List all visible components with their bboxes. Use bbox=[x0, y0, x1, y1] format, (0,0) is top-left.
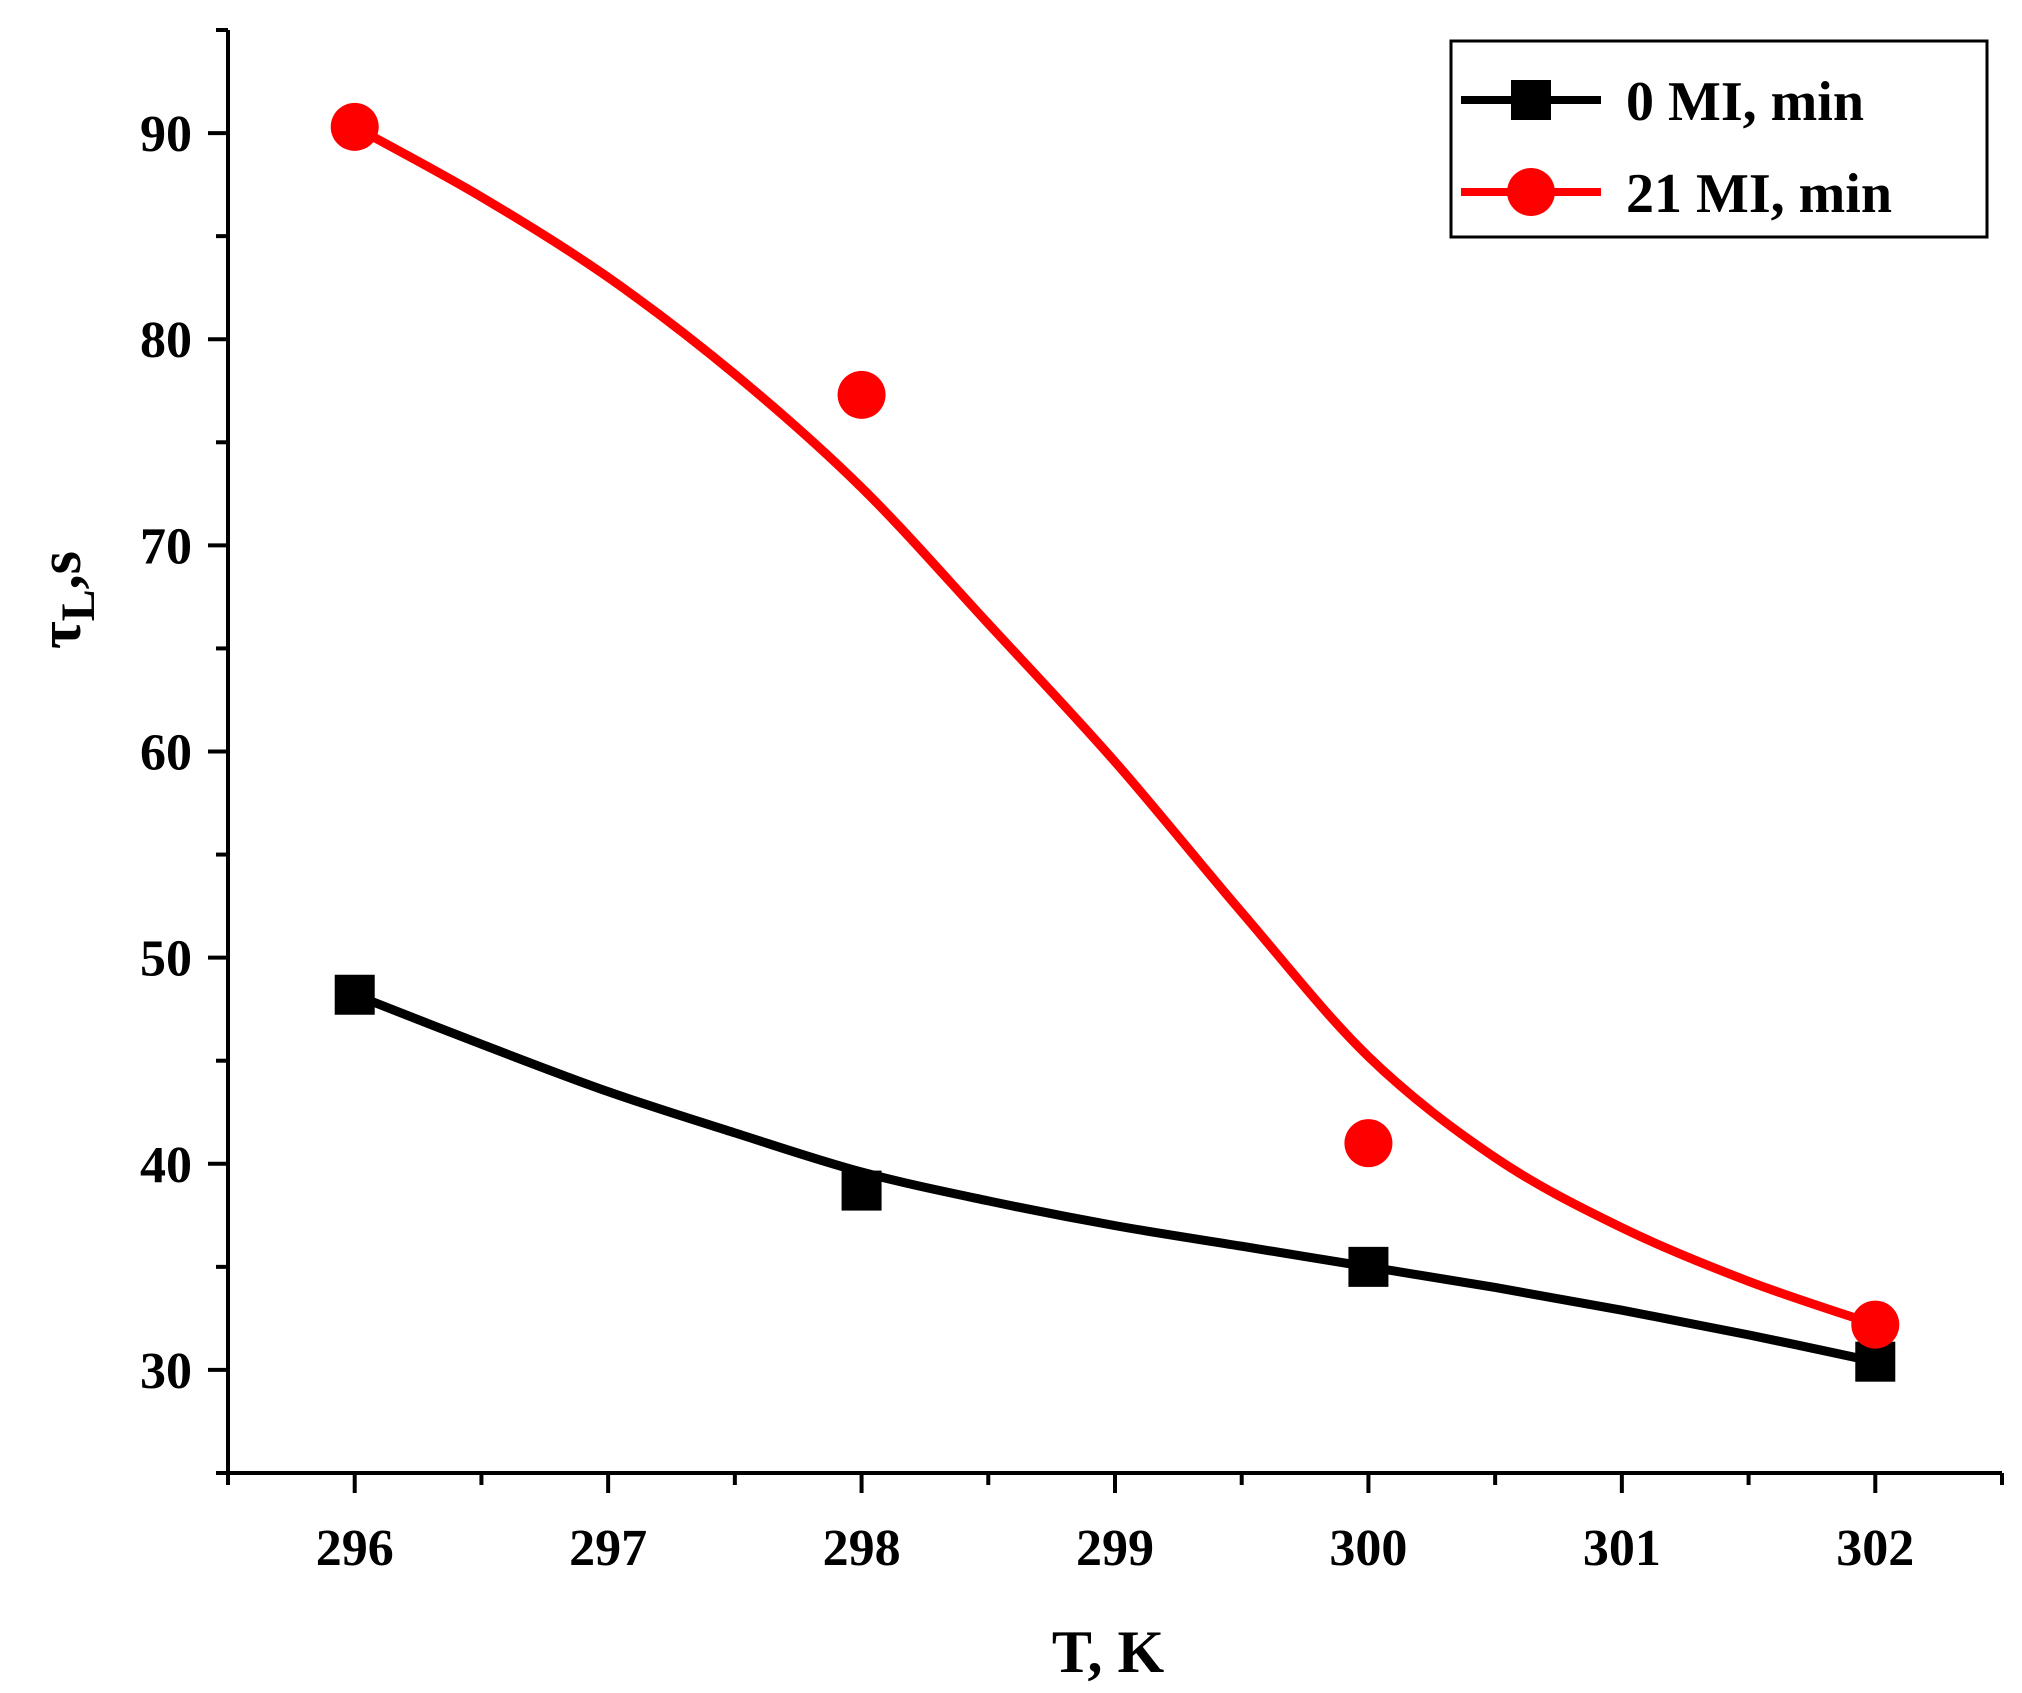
legend: 0 MI, min 21 MI, min bbox=[1449, 39, 1989, 239]
y-tick-label: 90 bbox=[140, 106, 192, 163]
y-tick-label: 50 bbox=[140, 931, 192, 988]
data-point-circle bbox=[837, 370, 886, 419]
x-axis-title: T, K bbox=[1052, 1619, 1165, 1685]
y-axis-title-suffix: ,s bbox=[27, 551, 93, 589]
legend-label-21-mi: 21 MI, min bbox=[1626, 163, 1892, 225]
legend-label-0-mi: 0 MI, min bbox=[1626, 71, 1864, 133]
legend-marker-square-icon bbox=[1511, 80, 1551, 120]
y-axis-title: τL,s bbox=[27, 551, 105, 649]
plot-area bbox=[330, 102, 1900, 1382]
y-axis-ticks: 30 40 50 60 70 80 90 bbox=[140, 28, 228, 1475]
data-point-circle bbox=[330, 102, 379, 151]
y-tick-label: 80 bbox=[140, 312, 192, 369]
x-tick-label: 299 bbox=[1076, 1520, 1154, 1577]
y-axis-title-subscript: L bbox=[52, 589, 105, 621]
fit-curves bbox=[350, 122, 1880, 1367]
x-tick-label: 298 bbox=[823, 1520, 901, 1577]
fit-curve-series-1 bbox=[350, 122, 1880, 1330]
y-tick-label: 40 bbox=[140, 1137, 192, 1194]
x-tick-label: 302 bbox=[1836, 1520, 1914, 1577]
x-tick-label: 300 bbox=[1329, 1520, 1407, 1577]
y-tick-label: 30 bbox=[140, 1343, 192, 1400]
x-tick-label: 301 bbox=[1583, 1520, 1661, 1577]
y-axis-title-symbol: τ bbox=[27, 621, 93, 649]
data-point-circle bbox=[1851, 1300, 1900, 1349]
fit-curve-series-0 bbox=[350, 990, 1880, 1367]
data-point-square bbox=[841, 1170, 882, 1211]
x-tick-label: 296 bbox=[316, 1520, 394, 1577]
data-point-square bbox=[1348, 1246, 1389, 1287]
y-tick-label: 70 bbox=[140, 518, 192, 575]
x-tick-label: 297 bbox=[569, 1520, 647, 1577]
axes: 296 297 298 299 300 301 302 30 40 50 60 70 80 90 bbox=[140, 28, 2004, 1577]
y-tick-label: 60 bbox=[140, 725, 192, 782]
data-point-square bbox=[334, 974, 375, 1015]
legend-marker-circle-icon bbox=[1507, 168, 1555, 216]
data-markers bbox=[330, 102, 1900, 1382]
x-axis-ticks: 296 297 298 299 300 301 302 bbox=[226, 1473, 2004, 1577]
data-point-circle bbox=[1344, 1119, 1393, 1168]
